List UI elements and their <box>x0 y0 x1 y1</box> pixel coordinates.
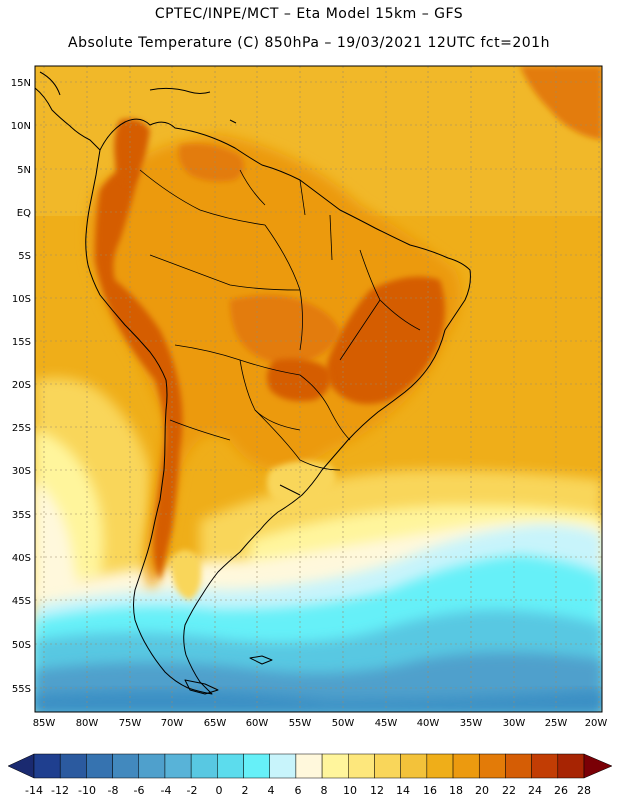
colorbar-label: 14 <box>396 784 410 797</box>
lon-label: 35W <box>460 718 483 729</box>
lat-label: 30S <box>12 466 31 477</box>
colorbar-label: 28 <box>577 784 591 797</box>
colorbar-label: -2 <box>187 784 198 797</box>
lat-label: 35S <box>12 510 31 521</box>
colorbar-label: 24 <box>528 784 542 797</box>
colorbar-swatch <box>164 753 192 779</box>
lat-label: 55S <box>12 684 31 695</box>
colorbar-swatch <box>295 753 323 779</box>
coastlines <box>34 71 471 695</box>
lon-label: 85W <box>33 718 56 729</box>
lon-label: 25W <box>545 718 568 729</box>
colorbar-label: 6 <box>295 784 302 797</box>
colorbar-swatch <box>531 753 559 779</box>
colorbar-swatch <box>59 753 87 779</box>
colorbar-label: -4 <box>161 784 172 797</box>
longitude-labels: 85W 80W 75W 70W 65W 60W 55W 50W 45W 40W … <box>33 718 608 729</box>
lat-label: 10S <box>12 294 31 305</box>
lat-label: 20S <box>12 380 31 391</box>
colorbar-swatch <box>348 753 375 779</box>
colorbar-label: 20 <box>475 784 489 797</box>
lat-label: EQ <box>17 208 31 219</box>
lon-label: 45W <box>375 718 398 729</box>
colorbar-label: 4 <box>268 784 275 797</box>
colorbar-label: 22 <box>502 784 516 797</box>
colorbar-label: -10 <box>78 784 96 797</box>
colorbar-swatch <box>112 753 140 779</box>
lon-label: 20W <box>585 718 608 729</box>
colorbar-arrow-right <box>583 753 613 779</box>
colorbar-swatch <box>269 753 297 779</box>
colorbar-label: 18 <box>449 784 463 797</box>
colorbar-label: 12 <box>370 784 384 797</box>
lat-label: 5S <box>18 251 31 262</box>
title-line-2: Absolute Temperature (C) 850hPa – 19/03/… <box>68 35 550 51</box>
colorbar-swatch <box>138 753 166 779</box>
colorbar-label: -6 <box>134 784 145 797</box>
lon-label: 50W <box>332 718 355 729</box>
colorbar-label: 8 <box>321 784 328 797</box>
lat-label: 50S <box>12 640 31 651</box>
lat-label: 45S <box>12 596 31 607</box>
lat-label: 25S <box>12 423 31 434</box>
colorbar-swatch <box>400 753 428 779</box>
lon-label: 75W <box>119 718 142 729</box>
colorbar-swatch <box>217 753 244 779</box>
lon-label: 80W <box>76 718 99 729</box>
colorbar-label: 2 <box>242 784 249 797</box>
colorbar-label: 16 <box>423 784 437 797</box>
colorbar-swatch <box>374 753 401 779</box>
colorbar-swatch <box>505 753 532 779</box>
colorbar-swatch <box>557 753 585 779</box>
lon-label: 70W <box>161 718 184 729</box>
colorbar-swatch <box>190 753 218 779</box>
lat-label: 15N <box>11 78 31 89</box>
colorbar-swatch <box>426 753 454 779</box>
colorbar-label: -14 <box>25 784 43 797</box>
title-line-1: CPTEC/INPE/MCT – Eta Model 15km – GFS <box>154 6 464 22</box>
colorbar-label: -12 <box>51 784 69 797</box>
temperature-field <box>35 66 602 712</box>
colorbar: -14 -12 -10 -8 -6 -4 -2 0 2 4 6 8 10 12 … <box>7 753 613 797</box>
lat-label: 5N <box>17 165 31 176</box>
latitude-labels: 15N 10N 5N EQ 5S 10S 15S 20S 25S 30S 35S… <box>11 78 31 695</box>
map-frame <box>34 65 603 713</box>
colorbar-label: 10 <box>343 784 357 797</box>
country-borders <box>139 169 421 471</box>
lon-label: 40W <box>417 718 440 729</box>
lat-label: 40S <box>12 553 31 564</box>
colorbar-swatch <box>452 753 480 779</box>
colorbar-swatch <box>321 753 349 779</box>
lon-label: 30W <box>503 718 526 729</box>
colorbar-arrow-left <box>7 753 35 779</box>
colorbar-swatch <box>86 753 113 779</box>
colorbar-label: 0 <box>216 784 223 797</box>
lon-label: 60W <box>246 718 269 729</box>
lon-label: 55W <box>289 718 312 729</box>
lat-label: 15S <box>12 337 31 348</box>
colorbar-label: 26 <box>554 784 568 797</box>
colorbar-swatch <box>243 753 270 779</box>
colorbar-label: -8 <box>108 784 119 797</box>
lat-label: 10N <box>11 121 31 132</box>
colorbar-swatch <box>33 753 61 779</box>
colorbar-swatch <box>478 753 506 779</box>
lon-label: 65W <box>204 718 227 729</box>
